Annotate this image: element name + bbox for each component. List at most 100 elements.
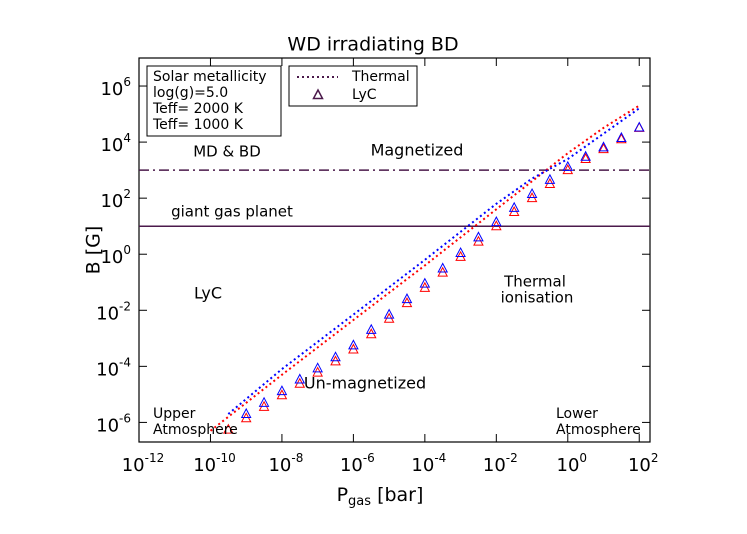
annotation: Atmosphere bbox=[153, 422, 238, 438]
y-tick-label: 10-4 bbox=[96, 355, 131, 381]
x-tick-label-exp: -2 bbox=[506, 451, 518, 465]
legend-box bbox=[288, 65, 418, 107]
lyc-marker bbox=[437, 262, 449, 273]
y-tick-label-base: 10 bbox=[96, 359, 119, 380]
x-tick-label-exp: 0 bbox=[579, 451, 587, 465]
lyc-marker bbox=[508, 201, 520, 212]
x-tick-label-base: 10 bbox=[483, 455, 506, 476]
annotation: LyC bbox=[194, 284, 222, 303]
reference-label: giant gas planet bbox=[171, 203, 293, 221]
y-tick-label-exp: -6 bbox=[119, 411, 131, 425]
y-tick-label: 106 bbox=[100, 75, 131, 101]
chart-title: WD irradiating BD bbox=[287, 34, 458, 56]
lyc-marker bbox=[365, 323, 377, 334]
legend-info: log(g)=5.0 bbox=[153, 85, 228, 101]
x-tick-label-base: 10 bbox=[340, 455, 363, 476]
legend-info: Solar metallicity bbox=[153, 69, 266, 85]
annotation: Un-magnetized bbox=[304, 374, 426, 393]
legend-group: Teff= 1000 K bbox=[152, 117, 244, 133]
legend-symbol bbox=[312, 88, 324, 100]
lyc-marker bbox=[598, 143, 609, 154]
y-tick-label-exp: -2 bbox=[119, 299, 131, 313]
lyc-marker bbox=[598, 141, 609, 152]
x-tick-label: 102 bbox=[628, 451, 659, 477]
annotation: Atmosphere bbox=[556, 422, 641, 438]
x-tick-label-base: 10 bbox=[411, 455, 434, 476]
lyc-marker bbox=[580, 152, 591, 163]
x-tick-label-exp: -12 bbox=[145, 451, 165, 465]
x-tick-label-exp: -4 bbox=[434, 451, 446, 465]
lyc-marker bbox=[473, 231, 484, 242]
y-tick-label: 10-2 bbox=[96, 299, 131, 325]
lyc-marker bbox=[312, 362, 323, 373]
lyc-marker bbox=[455, 246, 466, 258]
x-tick-label-base: 10 bbox=[193, 455, 216, 476]
lyc-marker bbox=[348, 339, 359, 350]
annotation: ionisation bbox=[501, 289, 574, 307]
annotation: Upper bbox=[153, 406, 196, 422]
lyc-marker bbox=[562, 160, 574, 171]
annotation: Lower bbox=[556, 406, 598, 422]
x-tick-label: 100 bbox=[557, 451, 588, 477]
y-axis-title: B [G] bbox=[83, 226, 105, 275]
x-tick-label: 10-8 bbox=[268, 451, 303, 477]
y-tick-label-base: 10 bbox=[96, 303, 119, 324]
y-tick-label: 10-6 bbox=[96, 411, 131, 437]
lyc-marker bbox=[222, 423, 234, 434]
lyc-marker bbox=[490, 216, 502, 227]
y-tick-label-base: 10 bbox=[100, 247, 123, 268]
lyc-marker bbox=[240, 407, 252, 418]
lyc-marker bbox=[616, 131, 627, 142]
x-tick-label: 10-6 bbox=[340, 451, 375, 477]
x-tick-label-base: 10 bbox=[628, 455, 651, 476]
y-tick-label: 102 bbox=[100, 187, 131, 213]
lyc-marker bbox=[580, 150, 591, 161]
y-tick-label-exp: -4 bbox=[119, 355, 131, 369]
y-tick-label-base: 10 bbox=[100, 135, 123, 156]
legend-label: Thermal bbox=[351, 69, 410, 85]
y-tick-label-exp: 0 bbox=[123, 243, 131, 257]
x-tick-label-base: 10 bbox=[268, 455, 291, 476]
x-axis-title-main: P bbox=[337, 484, 348, 506]
x-tick-label: 10-2 bbox=[483, 451, 518, 477]
x-tick-label-base: 10 bbox=[557, 455, 580, 476]
y-tick-label-base: 10 bbox=[100, 191, 123, 212]
lyc-marker bbox=[258, 396, 270, 407]
lyc-marker bbox=[294, 373, 306, 384]
x-tick-label-exp: -10 bbox=[216, 451, 236, 465]
x-axis-title: Pgas [bar] bbox=[337, 484, 424, 509]
lyc-marker bbox=[330, 351, 341, 362]
y-tick-label-exp: 2 bbox=[123, 187, 131, 201]
y-tick-label: 104 bbox=[100, 131, 131, 157]
lyc-marker bbox=[633, 121, 645, 132]
lyc-marker bbox=[526, 187, 538, 199]
x-tick-label: 10-10 bbox=[193, 451, 236, 477]
lyc-marker bbox=[383, 308, 395, 319]
annotation: Thermal bbox=[503, 273, 566, 291]
x-tick-label: 10-12 bbox=[122, 451, 165, 477]
y-tick-label: 100 bbox=[100, 243, 131, 269]
y-tick-label-exp: 4 bbox=[123, 131, 131, 145]
lyc-marker bbox=[276, 385, 288, 396]
annotation: Magnetized bbox=[371, 141, 464, 160]
x-tick-label-base: 10 bbox=[122, 455, 145, 476]
legend-label: LyC bbox=[352, 87, 377, 103]
y-tick-label-exp: 6 bbox=[123, 75, 131, 89]
lyc-marker bbox=[401, 293, 413, 304]
plot-frame bbox=[138, 57, 651, 443]
y-tick-label-base: 10 bbox=[96, 415, 119, 436]
thermal-line bbox=[209, 104, 640, 432]
lyc-marker bbox=[544, 173, 556, 184]
thermal-line bbox=[227, 107, 640, 415]
x-tick-label-exp: -6 bbox=[363, 451, 375, 465]
legend-group: Teff= 2000 K bbox=[152, 101, 244, 117]
x-tick-label-exp: 2 bbox=[651, 451, 659, 465]
lyc-marker bbox=[616, 133, 627, 144]
y-tick-label-base: 10 bbox=[100, 79, 123, 100]
x-tick-label-exp: -8 bbox=[291, 451, 303, 465]
x-axis-title-sub: gas bbox=[348, 494, 371, 509]
legend-box bbox=[146, 65, 282, 137]
lyc-marker bbox=[562, 164, 574, 175]
x-axis-title-unit: [bar] bbox=[371, 484, 423, 506]
